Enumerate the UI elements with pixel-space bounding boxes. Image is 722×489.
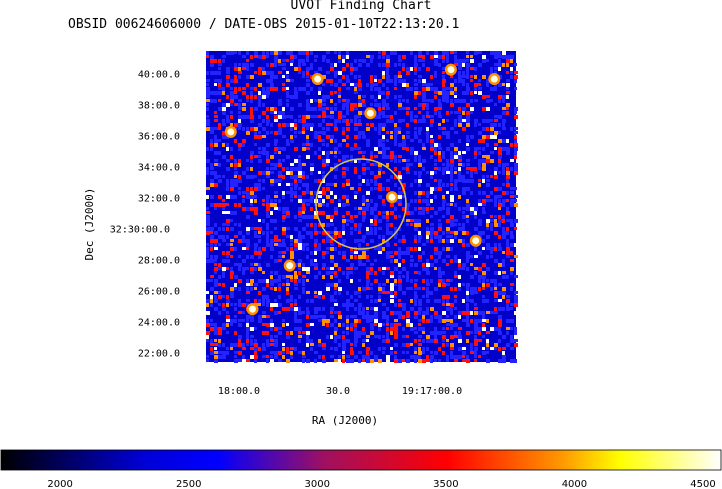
chart-subtitle: OBSID 00624606000 / DATE-OBS 2015-01-10T… bbox=[68, 17, 460, 32]
y-tick-label: 36:00.0 bbox=[138, 132, 180, 143]
y-tick-label: 32:30:00.0 bbox=[110, 225, 170, 236]
y-tick-label: 38:00.0 bbox=[138, 101, 180, 112]
y-tick-label: 34:00.0 bbox=[138, 163, 180, 174]
y-tick-label: 24:00.0 bbox=[138, 318, 180, 329]
ra-tick-labels: 18:00.0 30.0 19:17:00.0 bbox=[218, 386, 462, 397]
target-region bbox=[315, 158, 407, 250]
colorbar-tick-label: 4000 bbox=[562, 479, 587, 489]
y-tick-label: 26:00.0 bbox=[138, 287, 180, 298]
chart-title: UVOT Finding Chart bbox=[290, 0, 432, 13]
target-circle bbox=[315, 158, 407, 250]
y-tick-label: 40:00.0 bbox=[138, 70, 180, 81]
x-tick-label: 30.0 bbox=[326, 386, 350, 397]
colorbar-tick-label: 2000 bbox=[47, 479, 72, 489]
colorbar bbox=[0, 449, 722, 471]
dec-tick-labels: 40:00.0 38:00.0 36:00.0 34:00.0 32:00.0 32:30… bbox=[110, 70, 180, 360]
x-tick-label: 18:00.0 bbox=[218, 386, 260, 397]
y-axis-label: Dec (J2000) bbox=[83, 188, 96, 261]
y-tick-label: 28:00.0 bbox=[138, 256, 180, 267]
y-tick-label: 32:00.0 bbox=[138, 194, 180, 205]
y-tick-label: 22:00.0 bbox=[138, 349, 180, 360]
colorbar-tick-label: 3500 bbox=[433, 479, 458, 489]
x-tick-label: 19:17:00.0 bbox=[402, 386, 462, 397]
colorbar-tick-label: 2500 bbox=[176, 479, 201, 489]
x-axis-label: RA (J2000) bbox=[312, 414, 378, 427]
colorbar-tick-label: 3000 bbox=[305, 479, 330, 489]
colorbar-tick-label: 4500 bbox=[690, 479, 715, 489]
colorbar-tick-labels: 2000 2500 3000 3500 4000 4500 bbox=[47, 479, 715, 489]
sky-image bbox=[206, 51, 518, 363]
